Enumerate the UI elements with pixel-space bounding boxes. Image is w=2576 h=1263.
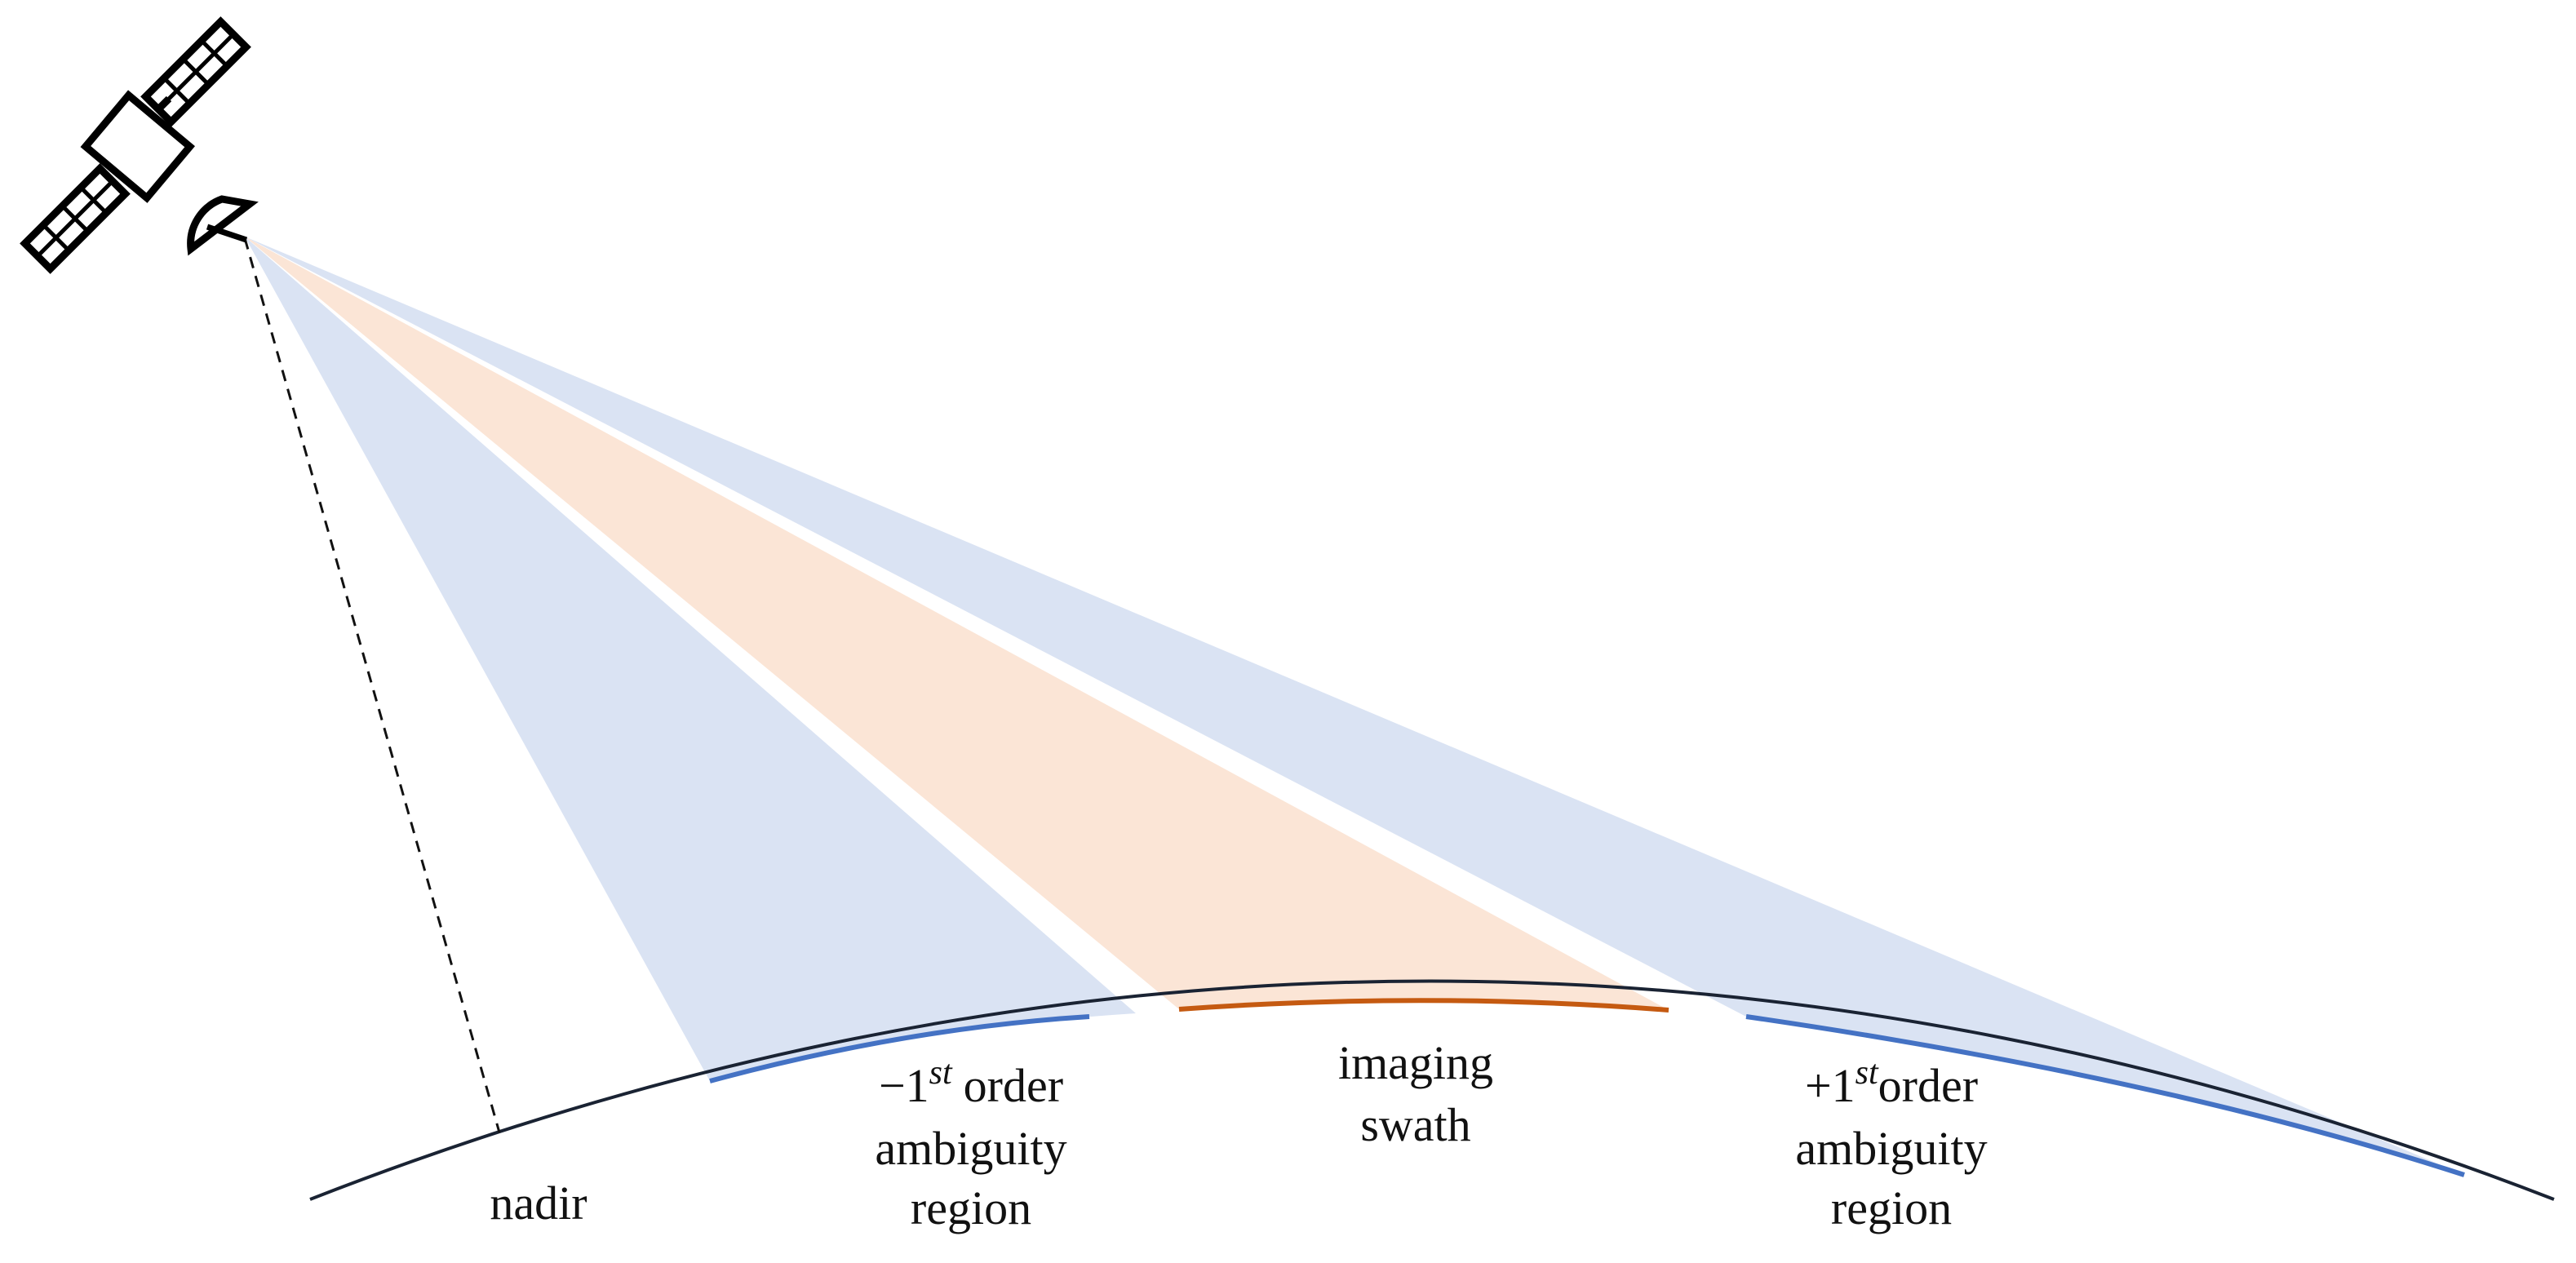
swath-line2: swath (1360, 1098, 1470, 1151)
svg-text:+1storder: +1storder (1805, 1054, 1978, 1112)
nadir-line (243, 237, 501, 1133)
plus-first-superscript: st (1856, 1054, 1879, 1092)
plus-first-line3: region (1831, 1181, 1952, 1234)
beams (245, 237, 2464, 1175)
label-minus-first-order: −1st order ambiguity region (875, 1054, 1066, 1234)
svg-text:−1storder: −1st order (879, 1054, 1063, 1112)
minus-first-sign-num: −1 (879, 1059, 929, 1112)
imaging-swath-beam (245, 237, 1669, 1010)
plus-first-ground-region (1745, 1014, 2465, 1177)
label-imaging-swath: imaging swath (1338, 1036, 1493, 1151)
minus-first-ground-region (709, 1014, 1090, 1084)
plus-first-sign-num: +1 (1805, 1059, 1856, 1112)
minus-first-order-word: order (964, 1059, 1063, 1112)
swath-line1: imaging (1338, 1036, 1493, 1089)
plus-first-ambiguity-beam (245, 237, 2464, 1175)
plus-first-order-word: order (1878, 1059, 1978, 1112)
minus-first-ambiguity-beam (245, 237, 1136, 1081)
earth-line (309, 979, 2555, 1201)
earth-surface (309, 979, 2555, 1201)
satellite-icon (20, 16, 259, 274)
imaging-swath-ground (1178, 998, 1669, 1013)
label-nadir: nadir (490, 1177, 587, 1230)
minus-first-superscript: st (929, 1054, 953, 1092)
label-plus-first-order: +1storder ambiguity region (1795, 1054, 1987, 1234)
minus-first-line2: ambiguity (875, 1122, 1066, 1175)
minus-first-line3: region (911, 1181, 1031, 1234)
plus-first-line2: ambiguity (1795, 1122, 1987, 1175)
